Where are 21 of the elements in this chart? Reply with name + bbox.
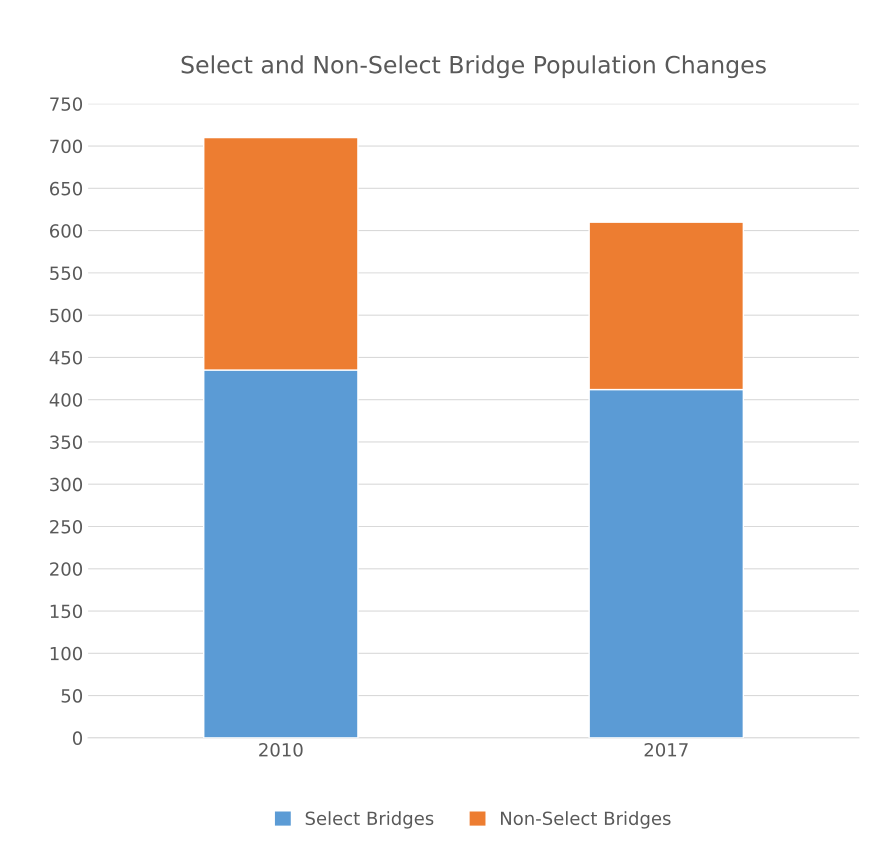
chart-title: Select and Non-Select Bridge Population Changes (182, 55, 766, 78)
y-tick-label: 500 (50, 308, 82, 322)
y-tick-label: 100 (50, 646, 82, 660)
y-tick-label: 650 (50, 182, 82, 196)
y-tick-label: 200 (50, 562, 82, 576)
y-tick-label: 750 (50, 97, 82, 111)
legend-label: Non-Select Bridges (500, 811, 671, 829)
y-tick-label: 700 (50, 140, 82, 154)
legend-label: Select Bridges (306, 811, 434, 829)
y-tick-label: 300 (50, 478, 82, 492)
y-tick-label: 600 (50, 224, 82, 238)
y-tick-label: 400 (50, 393, 82, 407)
y-tick-label: 350 (50, 435, 82, 450)
y-tick-label: 150 (50, 604, 82, 618)
y-tick-label: 50 (62, 689, 82, 703)
y-tick-label: 0 (72, 731, 82, 745)
y-tick-label: 550 (50, 266, 82, 280)
y-tick-label: 250 (50, 520, 82, 534)
y-tick-label: 450 (50, 350, 82, 365)
x-tick-label: 2010 (259, 743, 303, 757)
x-tick-label: 2017 (644, 743, 688, 757)
